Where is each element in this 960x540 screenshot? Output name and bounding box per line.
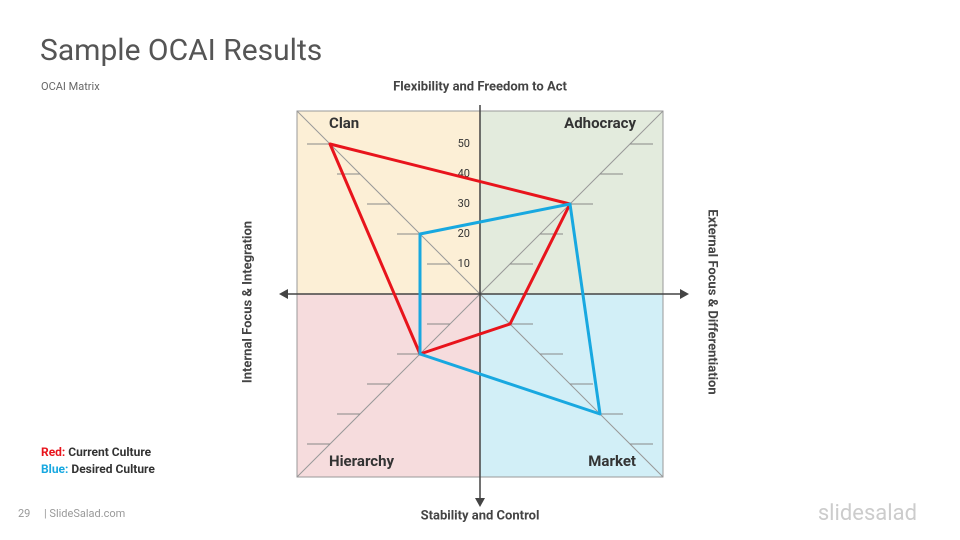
tick-label: 20 bbox=[458, 227, 470, 240]
axis-label-left: Internal Focus & Integration bbox=[240, 221, 255, 383]
slide-subtitle: OCAI Matrix bbox=[41, 80, 100, 93]
series-line bbox=[418, 202, 602, 416]
quadrant-label: Hierarchy bbox=[329, 452, 395, 470]
arrow-head bbox=[680, 289, 689, 299]
axis-label-bottom: Stability and Control bbox=[421, 508, 540, 523]
legend-name: Desired Culture bbox=[71, 462, 155, 476]
arrow-head bbox=[279, 289, 288, 299]
legend-entry: Red: Current Culture bbox=[41, 445, 152, 459]
legend-entry: Blue: Desired Culture bbox=[41, 462, 155, 476]
logo: slidesalad bbox=[818, 501, 917, 526]
quadrant-label: Adhocracy bbox=[564, 114, 636, 132]
axis-label-right: External Focus & Differentiation bbox=[705, 209, 720, 394]
legend-key: Red: bbox=[41, 445, 65, 459]
legend-key: Blue: bbox=[41, 462, 68, 476]
quadrant-label: Market bbox=[588, 452, 636, 470]
tick-label: 50 bbox=[458, 137, 470, 150]
tick-label: 30 bbox=[458, 197, 470, 210]
series-line bbox=[328, 142, 572, 356]
legend-name: Current Culture bbox=[68, 445, 151, 459]
arrow-head bbox=[475, 498, 485, 507]
slide-title: Sample OCAI Results bbox=[40, 33, 322, 68]
page-number: 29 bbox=[18, 507, 30, 520]
axis-label-top: Flexibility and Freedom to Act bbox=[393, 79, 567, 94]
tick-label: 10 bbox=[458, 257, 470, 270]
quadrant-label: Clan bbox=[329, 114, 359, 132]
footer-site: | SlideSalad.com bbox=[44, 507, 125, 520]
